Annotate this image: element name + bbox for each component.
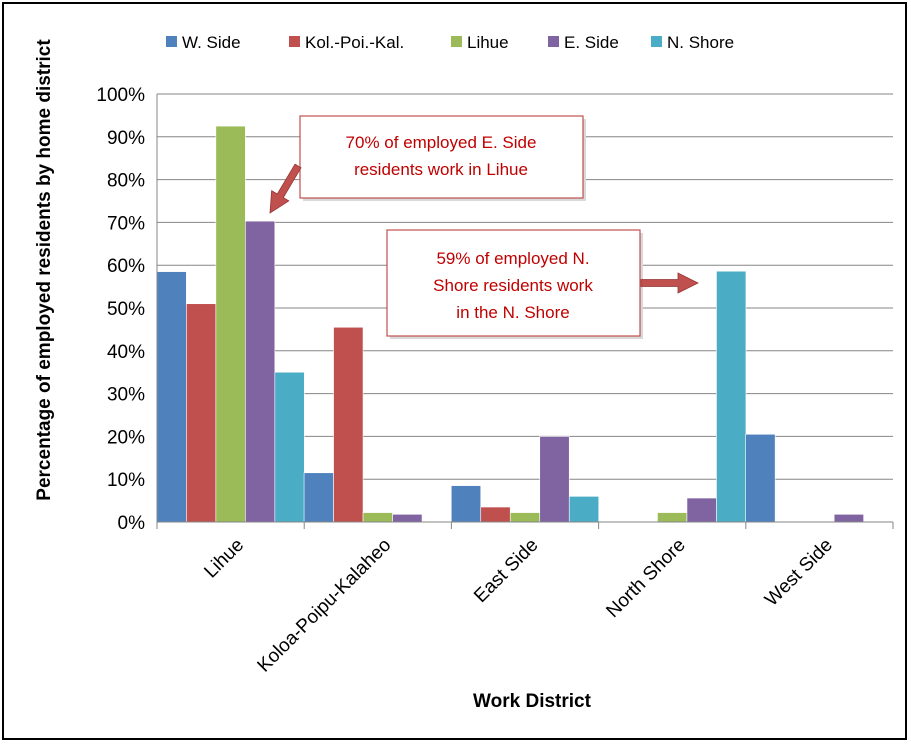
legend-swatch [289, 36, 300, 47]
annotation-box [386, 229, 641, 337]
legend-label: Kol.-Poi.-Kal. [305, 33, 404, 52]
x-axis-title: Work District [473, 691, 592, 712]
annotation: 70% of employed E. Side residents work in… [299, 115, 586, 201]
axes [156, 94, 894, 529]
bar [303, 472, 334, 523]
legend-swatch [166, 36, 177, 47]
x-tick-label: Lihue [200, 535, 248, 583]
y-tick-label: 70% [107, 213, 145, 234]
legend-label: N. Shore [667, 33, 734, 52]
y-tick-label: 10% [107, 470, 145, 491]
bar [245, 220, 276, 523]
y-tick-labels: 0% 10% 20% 30% 40% 50% 60% 70% 80% 90% 100% [96, 85, 145, 534]
x-tick-label: North Shore [602, 535, 689, 622]
bar [274, 371, 305, 523]
annotation-text: 70% of employed E. Side [346, 133, 537, 152]
legend: W. Side Kol.-Poi.-Kal. Lihue E. Side N. Shor… [166, 33, 734, 52]
bar [745, 433, 776, 523]
annotation-text: 59% of employed N. [436, 249, 589, 268]
y-tick-label: 40% [107, 342, 145, 363]
bar [480, 506, 511, 523]
bar [716, 270, 747, 523]
x-tick-label: East Side [470, 535, 542, 607]
x-tick-labels: Lihue Koloa-Poipu-Kalaheo East Side North S… [200, 535, 837, 677]
legend-label: E. Side [564, 33, 619, 52]
legend-swatch [651, 36, 662, 47]
y-tick-label: 100% [96, 85, 145, 106]
y-tick-label: 0% [118, 513, 146, 534]
bar [657, 512, 688, 523]
bar [539, 436, 570, 523]
annotation-arrow [640, 272, 699, 294]
bar [392, 513, 423, 523]
bar [215, 125, 246, 523]
y-tick-label: 50% [107, 299, 145, 320]
y-axis-title: Percentage of employed residents by home… [34, 39, 55, 501]
y-tick-label: 90% [107, 128, 145, 149]
legend-label: Lihue [467, 33, 509, 52]
annotation-text: Shore residents work [433, 276, 593, 295]
bar [362, 512, 393, 523]
annotation-arrow [269, 163, 302, 214]
bar [509, 512, 541, 523]
legend-swatch [548, 36, 559, 47]
x-tick-label: Koloa-Poipu-Kalaheo [254, 535, 396, 677]
legend-swatch [451, 36, 462, 47]
bar [833, 513, 864, 523]
bar [450, 485, 482, 523]
y-tick-label: 80% [107, 171, 145, 192]
y-tick-label: 30% [107, 385, 145, 406]
x-tick-label: West Side [761, 535, 837, 611]
annotation-text: in the N. Shore [456, 303, 569, 322]
bar [156, 271, 187, 523]
annotation: 59% of employed N. Shore residents work in… [386, 229, 643, 339]
y-tick-label: 20% [107, 427, 145, 448]
annotations: 70% of employed E. Side residents work in… [269, 115, 699, 339]
y-tick-label: 60% [107, 256, 145, 277]
legend-label: W. Side [182, 33, 241, 52]
bar [186, 303, 217, 523]
annotation-text: residents work in Lihue [354, 160, 528, 179]
bar [568, 496, 600, 523]
bar [686, 497, 717, 523]
annotation-box [299, 115, 584, 199]
bar [333, 326, 364, 523]
